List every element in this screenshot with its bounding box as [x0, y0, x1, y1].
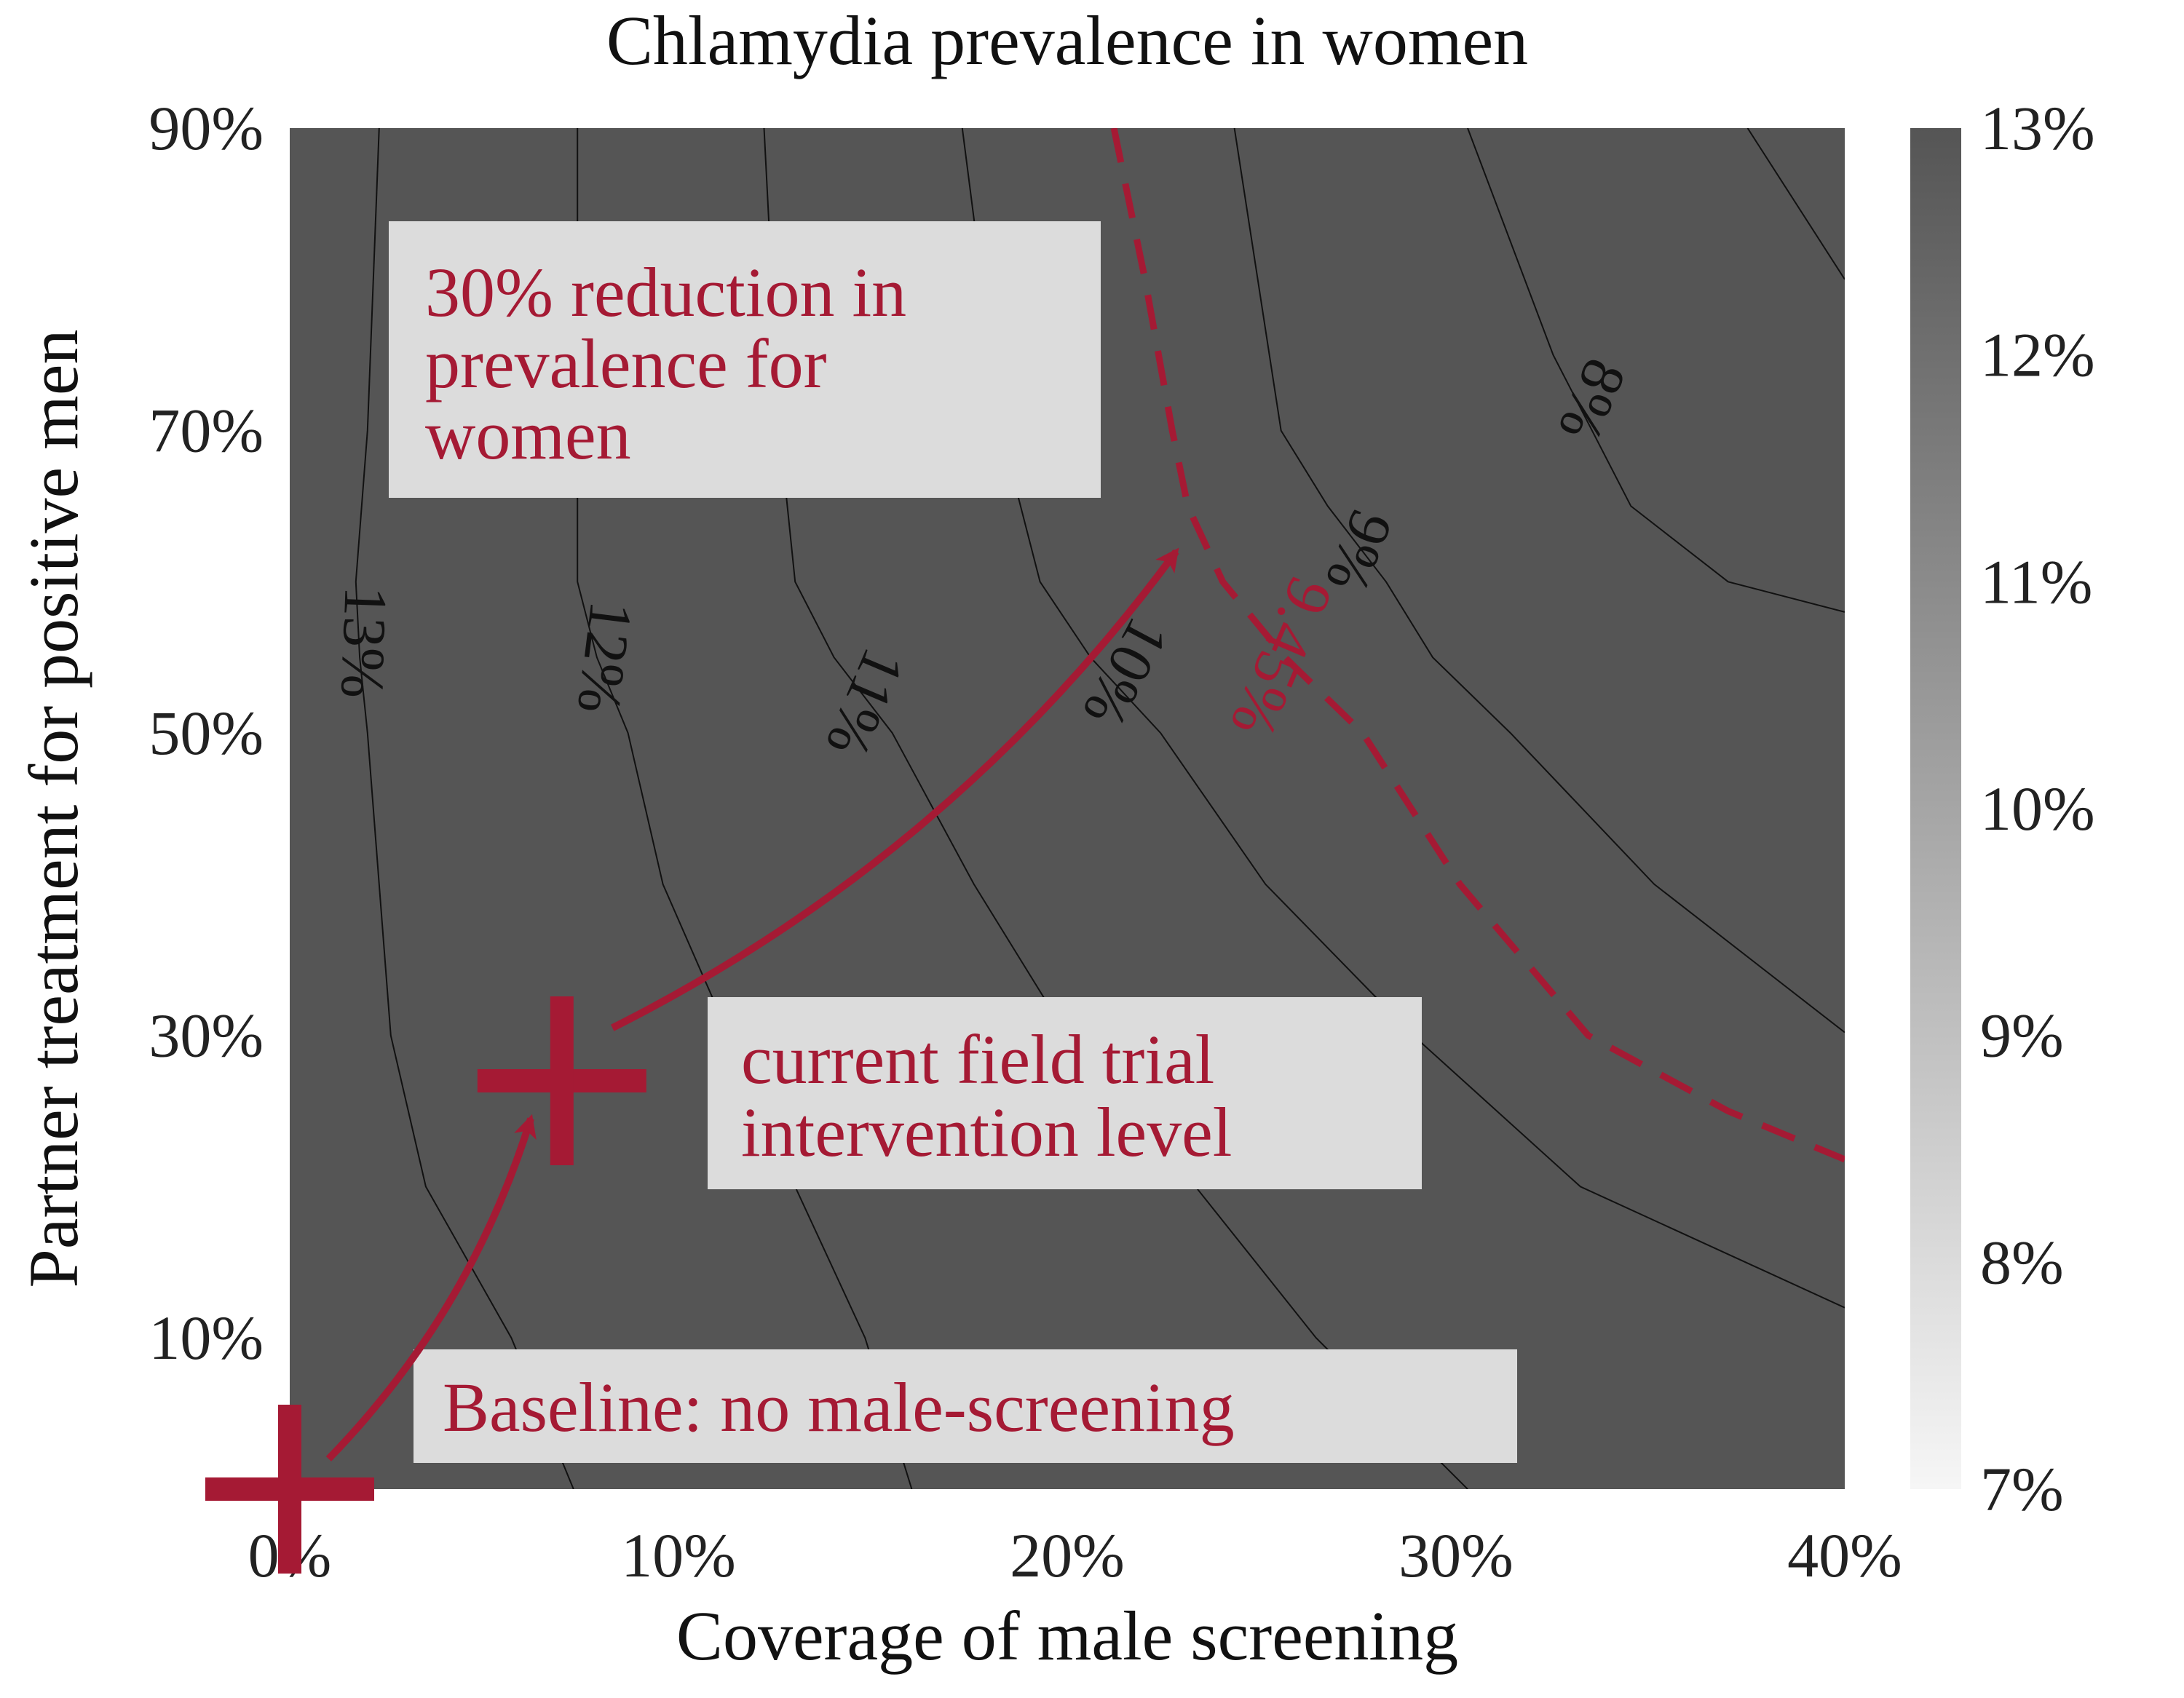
marker-baseline: [205, 1405, 374, 1574]
contour-line: [763, 128, 1468, 1489]
arrow: [325, 1114, 537, 1461]
annotation-line: Baseline: no male-screening: [443, 1368, 1235, 1446]
marker-current: [477, 996, 646, 1165]
contour-label: 13%: [328, 585, 399, 699]
x-tick-label: 30%: [1398, 1520, 1514, 1590]
contour-line: [1233, 128, 1845, 1034]
colorbar-tick-label: 10%: [1980, 774, 2095, 844]
x-tick-label: 40%: [1787, 1520, 1902, 1590]
contour-line: [1746, 128, 1845, 280]
colorbar-gradient: [1910, 128, 1961, 1489]
y-axis-ticks: 10% 30% 50% 70% 90%: [149, 93, 264, 1373]
annotation-line: 30% reduction in: [425, 253, 906, 331]
annotation-line: current field trial: [741, 1020, 1214, 1098]
colorbar-tick-label: 9%: [1980, 1001, 2064, 1071]
colorbar-tick-label: 11%: [1980, 547, 2092, 616]
y-tick-label: 30%: [149, 1001, 264, 1071]
x-tick-label: 20%: [1010, 1520, 1125, 1590]
annotation-line: prevalence for: [425, 325, 827, 402]
baseline-annotation: Baseline: no male-screening: [443, 1368, 1235, 1446]
y-tick-label: 10%: [149, 1303, 264, 1373]
annotation-line: intervention level: [741, 1093, 1232, 1171]
current-level-annotation: current field trial intervention level: [741, 1020, 1232, 1171]
colorbar: 13% 12% 11% 10% 9% 8% 7%: [1910, 93, 2095, 1524]
contour-label: 12%: [564, 598, 645, 717]
x-axis-label: Coverage of male screening: [676, 1597, 1458, 1675]
baseline-annotation-box: [414, 1349, 1517, 1463]
reduction-annotation: 30% reduction in prevalence for women: [425, 253, 924, 474]
colorbar-tick-label: 12%: [1980, 320, 2095, 390]
target-contour-layer: [1110, 128, 1845, 1163]
y-tick-label: 50%: [149, 698, 264, 768]
contour-line: [1467, 128, 1845, 613]
markers: [205, 996, 646, 1574]
y-tick-label: 70%: [149, 396, 264, 466]
y-axis-label: Partner treatment for positive men: [15, 330, 92, 1288]
arrows: [325, 547, 1179, 1461]
chart-title: Chlamydia prevalence in women: [606, 1, 1528, 79]
x-axis-ticks: 0%10%20%30%40%: [248, 1520, 1902, 1590]
colorbar-tick-label: 13%: [1980, 93, 2095, 163]
current-level-annotation-box: [708, 997, 1422, 1189]
contour-line: [577, 128, 913, 1489]
target-contour-line: [1110, 128, 1845, 1163]
colorbar-tick-label: 8%: [1980, 1227, 2064, 1297]
annotation-line: women: [425, 396, 631, 474]
contour-line: [355, 128, 574, 1489]
annotation-boxes: 30% reduction in prevalence for women cu…: [389, 221, 1517, 1463]
reduction-annotation-box: [389, 221, 1101, 498]
y-tick-label: 90%: [149, 93, 264, 163]
colorbar-ticks: 13% 12% 11% 10% 9% 8% 7%: [1980, 93, 2095, 1524]
x-tick-label: 10%: [621, 1520, 736, 1590]
arrow: [610, 547, 1179, 1031]
colorbar-tick-label: 7%: [1980, 1454, 2064, 1524]
